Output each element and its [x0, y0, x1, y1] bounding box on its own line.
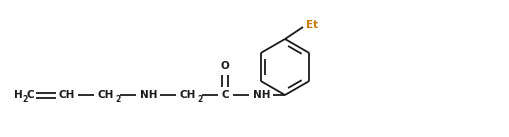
Text: C: C — [221, 90, 229, 100]
Text: 2: 2 — [197, 95, 203, 103]
Text: Et: Et — [306, 20, 318, 30]
Text: CH: CH — [98, 90, 114, 100]
Text: 2: 2 — [116, 95, 121, 103]
Text: C: C — [26, 90, 34, 100]
Text: CH: CH — [59, 90, 75, 100]
Text: 2: 2 — [22, 95, 27, 103]
Text: O: O — [220, 61, 230, 71]
Text: NH: NH — [253, 90, 271, 100]
Text: H: H — [14, 90, 22, 100]
Text: NH: NH — [140, 90, 158, 100]
Text: CH: CH — [180, 90, 196, 100]
